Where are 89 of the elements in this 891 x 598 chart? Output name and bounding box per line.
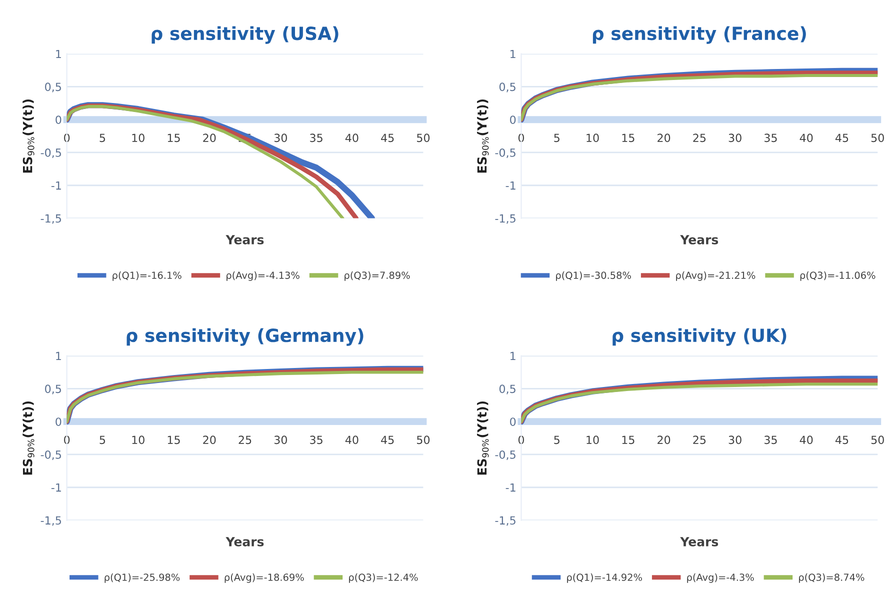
legend-label: ρ(Q3)=8.74% [799, 573, 864, 583]
y-tick-label: -0,5 [40, 148, 61, 158]
y-tick-label: -0,5 [495, 450, 516, 460]
x-tick-label: 35 [764, 436, 777, 444]
x-tick-label: 10 [586, 436, 599, 444]
y-tick-label: -0,5 [40, 450, 61, 460]
legend-label: ρ(Avg)=-21.21% [676, 271, 756, 281]
x-tick-label: 20 [203, 134, 216, 142]
x-tick-label: 20 [658, 134, 670, 142]
legend-label: ρ(Q3)=-12.4% [349, 573, 418, 583]
y-tick-label: -1,5 [495, 214, 516, 224]
x-tick-label: 35 [764, 134, 777, 142]
x-tick-label: 30 [274, 436, 287, 444]
x-tick-label: 0 [518, 436, 524, 444]
legend-label: ρ(Q1)=-30.58% [556, 271, 631, 281]
y-tick-label: -1 [51, 182, 61, 190]
y-tick-label: 1 [56, 352, 61, 360]
x-axis-title: Years [680, 235, 718, 244]
x-tick-label: 10 [132, 134, 144, 142]
x-tick-label: 15 [168, 436, 180, 444]
y-tick-label: 0,5 [499, 384, 516, 394]
y-tick-label: 0 [56, 418, 62, 426]
y-tick-label: 0,5 [499, 82, 516, 92]
y-tick-label: -1,5 [40, 516, 61, 526]
x-tick-label: 25 [238, 436, 252, 444]
y-tick-label: -1,5 [495, 516, 516, 526]
y-axis-title: ES$_{90%}$(Y(t)) [22, 401, 34, 475]
x-tick-label: 50 [417, 436, 430, 444]
y-tick-label: -1,5 [40, 214, 61, 224]
x-tick-label: 15 [622, 134, 634, 142]
y-axis-title: ES$_{90%}$(Y(t)) [477, 99, 489, 173]
y-tick-label: -1 [506, 182, 516, 190]
legend-label: ρ(Q3)=7.89% [344, 271, 410, 281]
x-tick-label: 10 [132, 436, 144, 444]
legend-label: ρ(Avg)=-18.69% [224, 573, 304, 583]
y-tick-label: 0 [510, 418, 516, 426]
legend-label: ρ(Q3)=-11.06% [800, 271, 876, 281]
x-tick-label: 30 [274, 134, 287, 142]
x-tick-label: 5 [554, 134, 560, 142]
chart-title: ρ sensitivity (Germany) [126, 328, 364, 346]
x-tick-label: 40 [345, 134, 358, 142]
x-tick-label: 45 [381, 436, 394, 444]
y-tick-label: -0,5 [495, 148, 516, 158]
x-tick-label: 45 [835, 134, 848, 142]
x-tick-label: 35 [310, 134, 322, 142]
x-tick-label: 5 [100, 134, 106, 142]
x-tick-label: 25 [693, 436, 706, 444]
x-tick-label: 30 [728, 436, 742, 444]
x-tick-label: 40 [800, 436, 813, 444]
chart-title: ρ sensitivity (UK) [612, 328, 786, 346]
chart-title: ρ sensitivity (France) [592, 26, 806, 44]
y-tick-label: 0 [56, 116, 62, 124]
x-tick-label: 20 [658, 436, 670, 444]
x-tick-label: 35 [310, 436, 322, 444]
y-tick-label: 1 [510, 50, 516, 58]
y-tick-label: 0 [510, 116, 516, 124]
x-tick-label: 5 [100, 436, 106, 444]
y-tick-label: -1 [51, 483, 61, 492]
x-tick-label: 40 [345, 436, 358, 444]
x-tick-label: 40 [800, 134, 813, 142]
x-tick-label: 5 [554, 436, 560, 444]
x-tick-label: 10 [586, 134, 599, 142]
x-tick-label: 50 [871, 436, 884, 444]
y-tick-label: 0,5 [45, 82, 61, 92]
legend-label: ρ(Q1)=-14.92% [567, 573, 642, 583]
x-axis-title: Years [680, 537, 718, 546]
x-tick-label: 20 [203, 436, 216, 444]
legend-label: ρ(Q1)=-25.98% [104, 573, 180, 583]
x-tick-label: 30 [728, 134, 742, 142]
x-tick-label: 50 [417, 134, 430, 142]
x-tick-label: 25 [693, 134, 706, 142]
x-tick-label: 50 [871, 134, 884, 142]
legend-label: ρ(Avg)=-4.13% [226, 271, 300, 281]
chart-title: ρ sensitivity (USA) [152, 26, 338, 44]
x-tick-label: 15 [168, 134, 180, 142]
y-tick-label: 1 [56, 50, 61, 58]
x-axis-title: Years [226, 537, 264, 546]
y-tick-label: 0,5 [45, 384, 61, 394]
x-tick-label: 45 [381, 134, 394, 142]
legend-label: ρ(Q1)=-16.1% [112, 271, 182, 281]
x-tick-label: 0 [518, 134, 524, 142]
y-axis-title: ES$_{90%}$(Y(t)) [477, 401, 489, 475]
x-tick-label: 45 [835, 436, 848, 444]
legend-label: ρ(Avg)=-4.3% [687, 573, 754, 583]
y-tick-label: 1 [510, 352, 516, 360]
y-tick-label: -1 [506, 483, 516, 492]
x-axis-title: Years [226, 235, 264, 244]
x-tick-label: 15 [622, 436, 634, 444]
y-axis-title: ES$_{90%}$(Y(t)) [22, 99, 34, 173]
